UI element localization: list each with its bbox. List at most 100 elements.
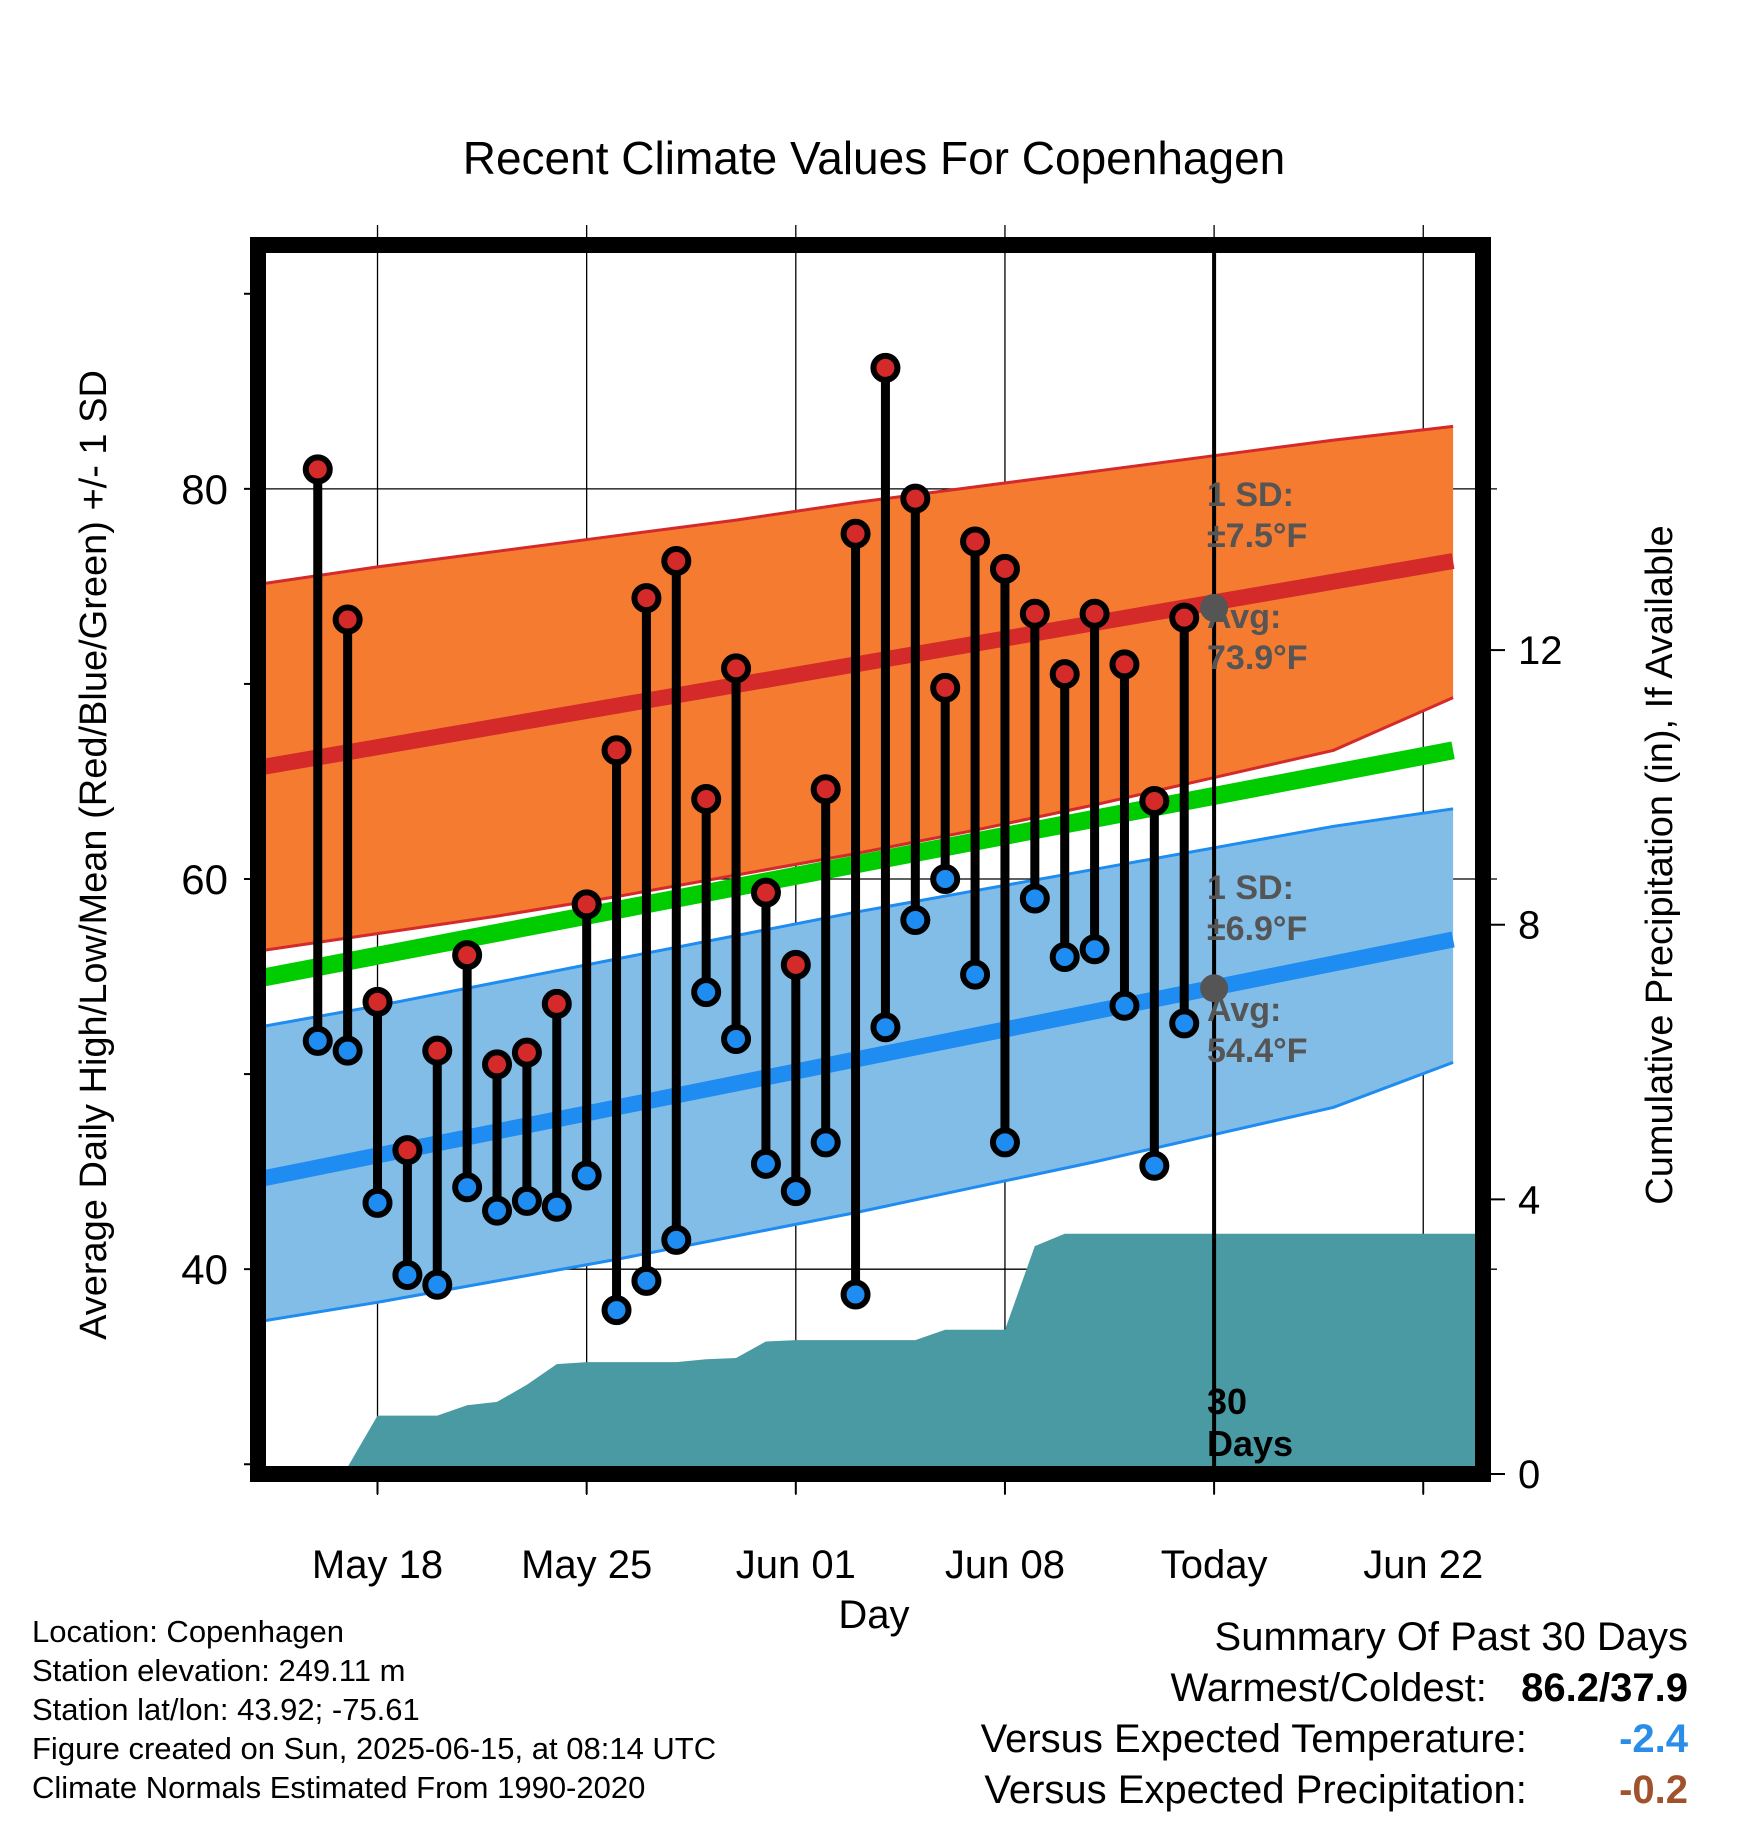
low-marker-28 xyxy=(1139,1150,1170,1181)
normals-text: Climate Normals Estimated From 1990-2020 xyxy=(32,1770,646,1805)
y2-tick-label-3: 12 xyxy=(1518,629,1563,673)
high-marker-25 xyxy=(1049,659,1080,690)
low-marker-21 xyxy=(930,864,961,895)
high-marker-13 xyxy=(691,784,722,815)
y2-axis-label: Cumulative Precipitation (in), If Availa… xyxy=(1639,525,1681,1204)
high-marker-26 xyxy=(1079,598,1110,629)
low-marker-9 xyxy=(571,1160,602,1191)
low-marker-25 xyxy=(1049,942,1080,973)
low-avg-value: 54.4°F xyxy=(1207,1032,1308,1070)
today-avg-high-marker xyxy=(1200,593,1229,622)
high-marker-3 xyxy=(392,1135,423,1166)
high-marker-6 xyxy=(482,1049,513,1080)
summary-heading: Summary Of Past 30 Days xyxy=(1214,1615,1688,1659)
high-sd-label: 1 SD: xyxy=(1207,476,1294,514)
y2-tick-label-2: 8 xyxy=(1518,904,1540,948)
high-marker-27 xyxy=(1109,649,1140,680)
high-marker-24 xyxy=(1019,598,1050,629)
plot-frame xyxy=(250,237,1491,1482)
days-count-word: Days xyxy=(1207,1423,1293,1464)
high-marker-12 xyxy=(661,546,692,577)
high-marker-22 xyxy=(960,526,991,557)
y-tick-label-1: 60 xyxy=(181,856,228,903)
low-sd-label: 1 SD: xyxy=(1207,869,1294,907)
low-marker-5 xyxy=(452,1172,483,1203)
days-count-number: 30 xyxy=(1207,1381,1247,1422)
high-marker-1 xyxy=(332,604,363,635)
low-marker-1 xyxy=(332,1035,363,1066)
low-marker-6 xyxy=(482,1195,513,1226)
low-marker-20 xyxy=(900,904,931,935)
low-marker-11 xyxy=(631,1265,662,1296)
today-avg-low-marker xyxy=(1200,974,1229,1003)
high-marker-15 xyxy=(750,877,781,908)
high-avg-value: 73.9°F xyxy=(1207,639,1308,677)
y-tick-label-2: 80 xyxy=(181,466,228,513)
high-sd-upper-line xyxy=(258,424,1454,586)
low-marker-2 xyxy=(362,1187,393,1218)
warm-cold-value: 86.2/37.9 xyxy=(1521,1666,1688,1710)
low-marker-16 xyxy=(780,1176,811,1207)
low-marker-22 xyxy=(960,959,991,990)
precip-departure-value: -0.2 xyxy=(1619,1768,1688,1812)
high-marker-2 xyxy=(362,986,393,1017)
warm-cold-label: Warmest/Coldest: xyxy=(1170,1666,1487,1710)
x-tick-label-3: Jun 08 xyxy=(945,1543,1065,1587)
low-marker-26 xyxy=(1079,934,1110,965)
precip-area xyxy=(317,1233,1483,1474)
x-tick-label-2: Jun 01 xyxy=(736,1543,856,1587)
precip-label: Versus Expected Precipitation: xyxy=(984,1768,1527,1812)
created-text: Figure created on Sun, 2025-06-15, at 08… xyxy=(32,1731,717,1766)
low-marker-18 xyxy=(840,1279,871,1310)
location-text: Location: Copenhagen xyxy=(32,1614,344,1649)
low-marker-13 xyxy=(691,977,722,1008)
summary-temp-row: Versus Expected Temperature: -2.4 xyxy=(981,1714,1688,1765)
temp-departure-value: -2.4 xyxy=(1619,1717,1688,1761)
high-marker-20 xyxy=(900,483,931,514)
x-tick-label-5: Jun 22 xyxy=(1363,1543,1483,1587)
summary-warm-cold-row: Warmest/Coldest: 86.2/37.9 xyxy=(981,1663,1689,1714)
station-info: Location: Copenhagen Station elevation: … xyxy=(32,1612,716,1807)
high-marker-17 xyxy=(810,774,841,805)
high-marker-9 xyxy=(571,889,602,920)
y2-tick-label-0: 0 xyxy=(1518,1453,1540,1497)
summary-precip-row: Versus Expected Precipitation: -0.2 xyxy=(981,1765,1688,1816)
low-marker-29 xyxy=(1169,1008,1200,1039)
low-marker-17 xyxy=(810,1127,841,1158)
high-marker-8 xyxy=(541,988,572,1019)
latlon-text: Station lat/lon: 43.92; -75.61 xyxy=(32,1692,420,1727)
low-marker-7 xyxy=(511,1185,542,1216)
low-marker-23 xyxy=(989,1127,1020,1158)
summary-panel: Summary Of Past 30 Days Warmest/Coldest:… xyxy=(981,1612,1688,1816)
low-marker-12 xyxy=(661,1224,692,1255)
y-axis-label: Average Daily High/Low/Mean (Red/Blue/Gr… xyxy=(73,370,115,1340)
high-avg-label: Avg: xyxy=(1207,598,1281,636)
y2-tick-label-1: 4 xyxy=(1518,1178,1540,1222)
low-marker-15 xyxy=(750,1148,781,1179)
low-marker-10 xyxy=(601,1295,632,1326)
chart-title: Recent Climate Values For Copenhagen xyxy=(463,132,1286,184)
high-marker-23 xyxy=(989,553,1020,584)
low-marker-24 xyxy=(1019,883,1050,914)
low-avg-label: Avg: xyxy=(1207,991,1281,1029)
low-marker-19 xyxy=(870,1012,901,1043)
high-marker-5 xyxy=(452,940,483,971)
low-marker-0 xyxy=(302,1025,333,1056)
high-marker-11 xyxy=(631,583,662,614)
x-tick-label-1: May 25 xyxy=(521,1543,652,1587)
elevation-text: Station elevation: 249.11 m xyxy=(32,1653,406,1688)
x-tick-label-0: May 18 xyxy=(312,1543,443,1587)
high-marker-0 xyxy=(302,454,333,485)
y-tick-label-0: 40 xyxy=(181,1246,228,1293)
low-marker-3 xyxy=(392,1260,423,1291)
x-tick-label-4: Today xyxy=(1161,1543,1268,1587)
high-marker-4 xyxy=(422,1035,453,1066)
low-marker-8 xyxy=(541,1191,572,1222)
high-marker-21 xyxy=(930,672,961,703)
high-marker-18 xyxy=(840,518,871,549)
high-marker-28 xyxy=(1139,785,1170,816)
temp-label: Versus Expected Temperature: xyxy=(980,1717,1527,1761)
low-marker-14 xyxy=(721,1023,752,1054)
